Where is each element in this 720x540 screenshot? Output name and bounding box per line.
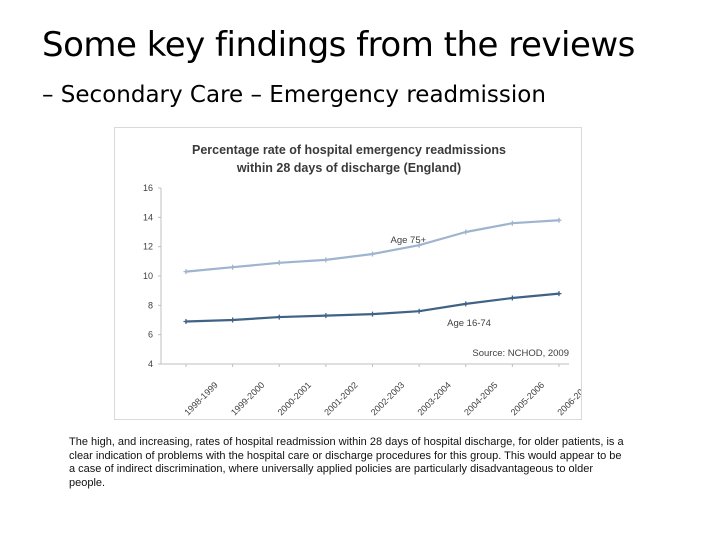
data-point <box>230 264 236 270</box>
data-point <box>370 251 375 257</box>
data-point <box>276 260 282 266</box>
series-line-1 <box>184 292 561 323</box>
data-point <box>416 242 422 248</box>
data-point <box>463 301 469 307</box>
data-point <box>183 318 189 324</box>
y-tick-label: 4 <box>148 359 153 369</box>
x-tick-label: 2001-2002 <box>322 380 360 418</box>
data-point <box>509 295 515 301</box>
y-tick-label: 12 <box>143 242 153 252</box>
data-point <box>230 317 236 323</box>
data-point <box>323 257 329 263</box>
x-tick-label: 2000-2001 <box>276 380 314 418</box>
x-tick-label: 2006-2007 <box>555 380 581 418</box>
data-point <box>509 220 515 226</box>
chart-title-line-1: Percentage rate of hospital emergency re… <box>192 143 506 157</box>
y-tick-label: 10 <box>143 271 153 281</box>
x-tick-label: 1998-1999 <box>182 380 220 418</box>
readmission-chart: Percentage rate of hospital emergency re… <box>114 127 582 420</box>
y-tick-label: 6 <box>148 330 153 340</box>
chart-title-line-2: within 28 days of discharge (England) <box>236 161 461 175</box>
caption-text: The high, and increasing, rates of hospi… <box>69 436 624 489</box>
x-tick-label: 2003-2004 <box>415 380 453 418</box>
data-point <box>556 217 562 223</box>
series-label-age-16-74: Age 16-74 <box>447 318 491 329</box>
data-point <box>323 313 329 319</box>
data-point <box>416 308 422 314</box>
chart-series <box>183 217 562 324</box>
data-point <box>370 311 375 317</box>
line-chart-svg: Percentage rate of hospital emergency re… <box>143 143 581 417</box>
data-point <box>463 229 469 235</box>
y-tick-label: 16 <box>143 183 153 193</box>
x-axis-ticks: 1998-1999 1999-2000 2000-2001 2001-2002 2002… <box>182 364 581 417</box>
title-line-2: – Secondary Care – Emergency readmission <box>42 82 546 108</box>
data-point <box>183 269 189 275</box>
y-tick-label: 14 <box>143 212 153 222</box>
x-tick-label: 2002-2003 <box>369 380 407 418</box>
y-tick-label: 8 <box>148 300 153 310</box>
series-line-0 <box>184 219 561 273</box>
y-axis-ticks: 4 6 8 10 12 14 16 <box>143 183 161 369</box>
chart-source: Source: NCHOD, 2009 <box>472 348 569 359</box>
slide-title: Some key findings from the reviews – Sec… <box>42 22 702 112</box>
x-tick-label: 1999-2000 <box>229 380 267 418</box>
x-tick-label: 2005-2006 <box>509 380 547 418</box>
title-line-1: Some key findings from the reviews <box>42 25 635 65</box>
data-point <box>276 314 282 320</box>
series-label-age-75-plus: Age 75+ <box>391 235 427 246</box>
data-point <box>556 291 562 297</box>
x-tick-label: 2004-2005 <box>462 380 500 418</box>
